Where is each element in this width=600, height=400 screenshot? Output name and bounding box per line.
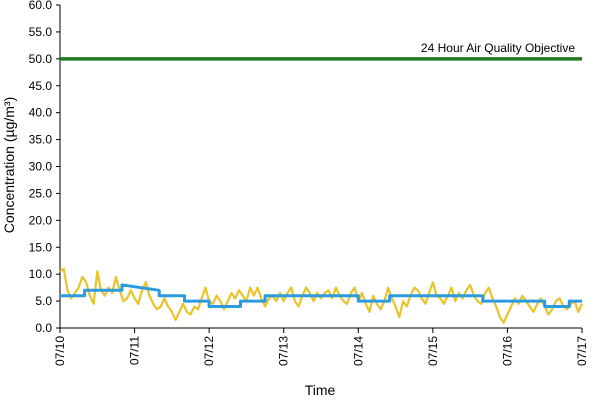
y-tick-label: 0.0 <box>35 321 52 335</box>
x-axis-title: Time <box>305 382 336 398</box>
x-tick-label: 07/10 <box>53 336 67 366</box>
x-tick-label: 07/15 <box>426 336 440 366</box>
x-tick-label: 07/16 <box>500 336 514 366</box>
y-axis-ticks: 0.0 5.0 10.0 15.0 20.0 25.0 30.0 35.0 40.0 45.0 50… <box>29 0 60 335</box>
x-tick-label: 07/12 <box>202 336 216 366</box>
y-tick-label: 25.0 <box>29 186 53 200</box>
x-tick-label: 07/17 <box>575 336 589 366</box>
x-axis-ticks: 07/10 07/11 07/12 07/13 07/14 07/15 07/16 07/17 <box>53 328 589 366</box>
x-tick-label: 07/14 <box>351 336 365 366</box>
y-axis-title: Concentration (µg/m³) <box>1 97 17 233</box>
x-tick-label: 07/11 <box>128 336 142 365</box>
y-tick-label: 55.0 <box>29 25 53 39</box>
y-tick-label: 40.0 <box>29 106 53 120</box>
y-tick-label: 30.0 <box>29 160 53 174</box>
objective-label: 24 Hour Air Quality Objective <box>421 41 575 55</box>
y-tick-label: 50.0 <box>29 52 53 66</box>
y-tick-label: 60.0 <box>29 0 53 12</box>
series-line-1 <box>59 267 584 324</box>
y-tick-label: 45.0 <box>29 79 53 93</box>
y-tick-label: 35.0 <box>29 133 53 147</box>
y-tick-label: 20.0 <box>29 213 53 227</box>
x-tick-label: 07/13 <box>277 336 291 366</box>
series-lines <box>59 267 584 324</box>
series-line-2 <box>60 283 582 308</box>
y-tick-label: 5.0 <box>35 294 52 308</box>
y-tick-label: 10.0 <box>29 267 53 281</box>
y-tick-label: 15.0 <box>29 240 53 254</box>
